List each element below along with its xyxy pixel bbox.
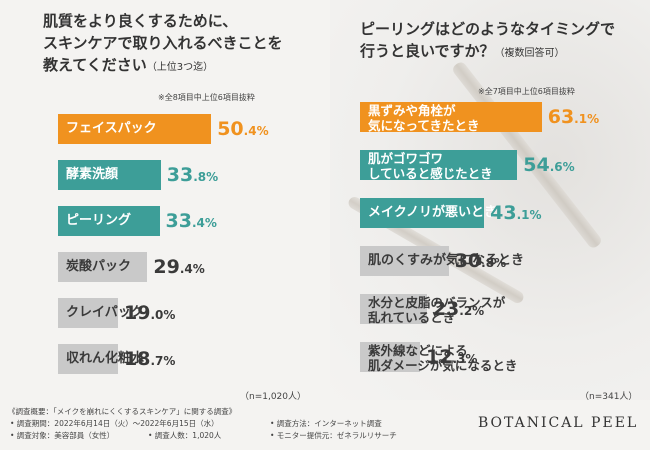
bar-label-line: していると感じたとき — [368, 166, 493, 181]
bar-value-int: 54 — [523, 154, 549, 176]
bar-value-int: 29 — [153, 256, 179, 278]
bar-value-dec: .0% — [150, 308, 175, 322]
bar-value-dec: .1% — [574, 112, 599, 126]
bar-label: 黒ずみや角栓が 気になってきたとき — [368, 103, 480, 133]
bar-value-dec: .2% — [459, 304, 484, 318]
bar-label-line: 酵素洗顔 — [66, 160, 118, 190]
right-title-line: ピーリングはどのようなタイミングで — [360, 18, 650, 40]
bar-label-line: 気になってきたとき — [368, 118, 480, 133]
left-title-line3: 教えてください — [43, 56, 147, 74]
bar-label: 酵素洗顔 — [66, 160, 118, 190]
bar-value-dec: .4% — [244, 124, 269, 138]
brand-logo: BOTANICAL PEEL — [478, 415, 638, 431]
left-title-line: スキンケアで取り入れるべきことを — [43, 32, 343, 54]
bar-value: 63.1% — [548, 102, 599, 134]
left-sample-size: （n=1,020人） — [240, 389, 306, 402]
bar-label: ピーリング — [66, 206, 131, 236]
bar-value-dec: .6% — [550, 160, 575, 174]
bar-label: 肌がゴワゴワ していると感じたとき — [368, 151, 493, 181]
bar-value-int: 23 — [433, 298, 459, 320]
bar-label-line: メイクノリが悪いとき — [368, 198, 497, 228]
survey-method: • 調査方法：インターネット調査 — [270, 418, 382, 429]
right-title-sub: （複数回答可） — [495, 48, 565, 59]
bar-row: メイクノリが悪いとき 43.1% — [360, 198, 650, 228]
bar-label-line: 黒ずみや角栓が — [368, 103, 480, 118]
bar-value: 33.8% — [167, 160, 218, 192]
left-title-sub: （上位3つ迄） — [147, 62, 213, 73]
left-title-line: 肌質をより良くするために、 — [43, 10, 343, 32]
survey-heading: 《調査概要：「メイクを崩れにくくするスキンケア」に関する調査》 — [8, 406, 236, 417]
bar-value: 19.0% — [124, 298, 175, 330]
left-question-title: 肌質をより良くするために、 スキンケアで取り入れるべきことを 教えてください（上… — [43, 10, 343, 79]
bar-value: 30.8% — [455, 246, 506, 278]
bar-value: 43.1% — [490, 198, 541, 230]
right-note: ※全7項目中上位6項目抜粋 — [478, 86, 575, 97]
right-title-line2: 行うと良いですか？ — [360, 42, 495, 60]
survey-period: • 調査期間：2022年6月14日（火）〜2022年6月15日（水） — [10, 418, 219, 429]
bar-value-int: 12 — [426, 346, 452, 368]
bar-value-dec: .1% — [517, 208, 542, 222]
bar-value: 18.7% — [124, 344, 175, 376]
right-question-title: ピーリングはどのようなタイミングで 行うと良いですか？（複数回答可） — [360, 18, 650, 65]
right-title-line: 行うと良いですか？（複数回答可） — [360, 40, 650, 65]
left-note: ※全8項目中上位6項目抜粋 — [158, 92, 255, 103]
bar-label: メイクノリが悪いとき — [368, 198, 497, 228]
bar-value: 50.4% — [217, 114, 268, 146]
bar-row: 黒ずみや角栓が 気になってきたとき 63.1% — [360, 102, 650, 132]
bar-label-line: ピーリング — [66, 206, 131, 236]
right-sample-size: （n=341人） — [580, 389, 637, 402]
bar-value-int: 19 — [124, 302, 150, 324]
bar-label-line: 炭酸パック — [66, 252, 131, 282]
bar-value-dec: .7% — [150, 354, 175, 368]
survey-target: • 調査対象：美容部員（女性） — [10, 430, 114, 441]
bar-value-dec: .8% — [193, 170, 218, 184]
bar-value-dec: .4% — [180, 262, 205, 276]
bar-label: 炭酸パック — [66, 252, 131, 282]
bar-value-dec: .8% — [481, 256, 506, 270]
bar-value-int: 33 — [166, 210, 192, 232]
bar-row: 水分と皮脂のバランスが 乱れているとき 23.2% — [360, 294, 650, 324]
bar-row: 肌のくすみが気になるとき 30.8% — [360, 246, 650, 276]
bar-value: 29.4% — [153, 252, 204, 284]
bar-label-line: 肌がゴワゴワ — [368, 151, 493, 166]
survey-footer: 《調査概要：「メイクを崩れにくくするスキンケア」に関する調査》 • 調査期間：2… — [0, 402, 650, 450]
survey-count: • 調査人数：1,020人 — [148, 430, 221, 441]
bar-value-dec: .4% — [192, 216, 217, 230]
bar-value-dec: .3% — [452, 352, 477, 366]
bar-value-int: 30 — [455, 250, 481, 272]
bar-row: 紫外線などによる 肌ダメージが気になるとき 12.3% — [360, 342, 650, 372]
bar-value-int: 33 — [167, 164, 193, 186]
bar-value: 23.2% — [433, 294, 484, 326]
bar-value: 54.6% — [523, 150, 574, 182]
bar-value-int: 50 — [217, 118, 243, 140]
bar-value: 33.4% — [166, 206, 217, 238]
bar-label-line: フェイスパック — [66, 114, 157, 144]
survey-monitor: • モニター提供元：ゼネラルリサーチ — [270, 430, 397, 441]
bar-value-int: 43 — [490, 202, 516, 224]
bar-value: 12.3% — [426, 342, 477, 374]
bar-row: 肌がゴワゴワ していると感じたとき 54.6% — [360, 150, 650, 180]
bar-label: フェイスパック — [66, 114, 157, 144]
left-title-line: 教えてください（上位3つ迄） — [43, 54, 343, 79]
bar-value-int: 63 — [548, 106, 574, 128]
bar-value-int: 18 — [124, 348, 150, 370]
